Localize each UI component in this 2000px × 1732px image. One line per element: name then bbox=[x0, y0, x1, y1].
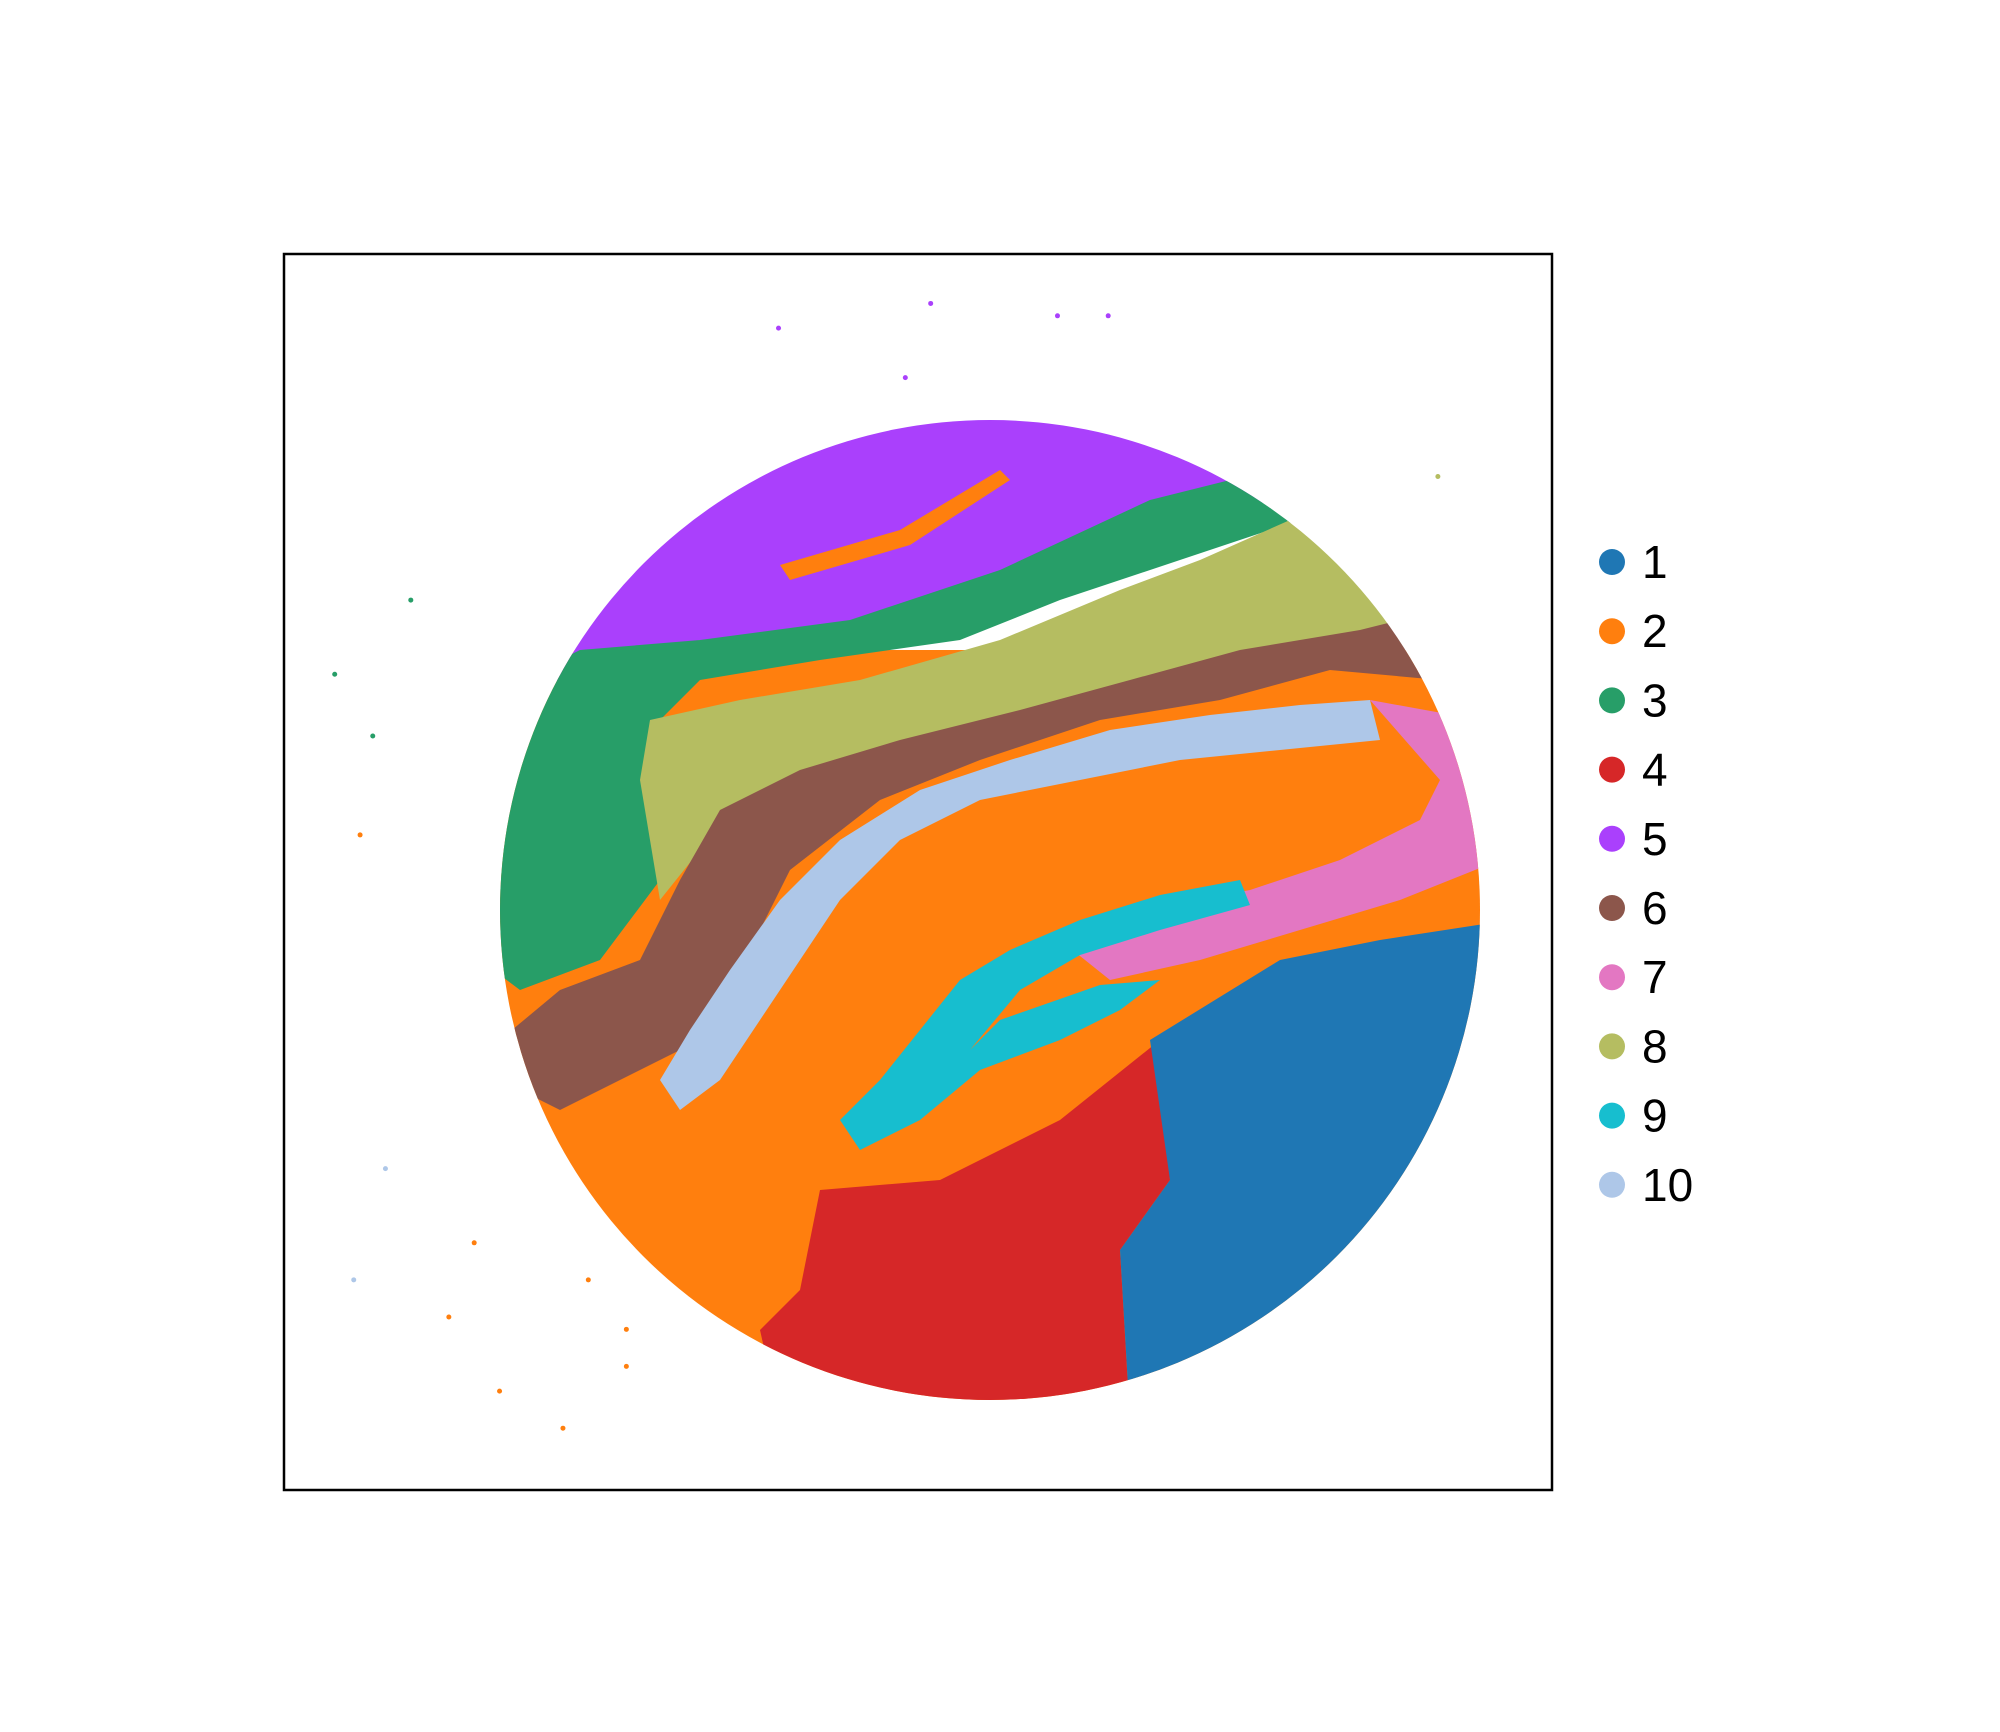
legend-item-5: 5 bbox=[1599, 813, 1668, 865]
legend-label: 3 bbox=[1642, 674, 1668, 726]
cluster-2-streak bbox=[780, 470, 1010, 580]
outlier-point bbox=[497, 1388, 503, 1394]
outlier-point bbox=[1435, 473, 1441, 479]
legend-marker bbox=[1599, 1102, 1625, 1129]
legend-marker bbox=[1599, 549, 1625, 575]
legend-marker bbox=[1599, 895, 1625, 921]
outlier-point bbox=[623, 1363, 629, 1369]
legend-marker bbox=[1599, 964, 1625, 991]
legend-marker bbox=[1599, 618, 1625, 645]
cluster-6-region bbox=[500, 620, 1440, 1110]
outlier-point bbox=[446, 1314, 452, 1320]
outlier-point bbox=[776, 325, 782, 331]
legend-item-9: 9 bbox=[1599, 1090, 1668, 1142]
legend-label: 9 bbox=[1642, 1090, 1668, 1142]
cluster-4-region bbox=[760, 1040, 1170, 1400]
outlier-points bbox=[332, 300, 1441, 1431]
legend-marker bbox=[1599, 1171, 1625, 1198]
legend-item-10: 10 bbox=[1599, 1159, 1693, 1211]
legend-item-8: 8 bbox=[1599, 1020, 1668, 1072]
legend-marker bbox=[1599, 1033, 1625, 1060]
legend-item-7: 7 bbox=[1599, 951, 1668, 1003]
outlier-point bbox=[902, 375, 908, 381]
legend-label: 2 bbox=[1642, 605, 1668, 657]
cluster-3-region bbox=[500, 480, 1300, 990]
legend: 1 2 3 4 5 6 7 8 9 10 bbox=[1599, 536, 1693, 1211]
cluster-10-region bbox=[660, 700, 1380, 1110]
legend-label: 1 bbox=[1642, 536, 1668, 588]
legend-item-2: 2 bbox=[1599, 605, 1668, 657]
outlier-point bbox=[370, 733, 376, 739]
outlier-point bbox=[560, 1425, 566, 1431]
legend-item-1: 1 bbox=[1599, 536, 1668, 588]
outlier-point bbox=[928, 300, 934, 306]
legend-label: 7 bbox=[1642, 951, 1668, 1003]
tissue-section bbox=[500, 420, 1480, 1400]
outlier-point bbox=[585, 1277, 591, 1283]
legend-marker bbox=[1599, 687, 1625, 714]
outlier-point bbox=[357, 832, 363, 838]
legend-label: 5 bbox=[1642, 813, 1668, 865]
legend-marker bbox=[1599, 756, 1625, 783]
legend-item-6: 6 bbox=[1599, 882, 1668, 934]
legend-label: 10 bbox=[1642, 1159, 1693, 1211]
outlier-point bbox=[332, 671, 338, 677]
cluster-9-region bbox=[840, 880, 1250, 1150]
plot-frame bbox=[282, 252, 1554, 1492]
legend-marker bbox=[1599, 825, 1625, 852]
outlier-point bbox=[351, 1277, 357, 1283]
legend-label: 8 bbox=[1642, 1020, 1668, 1072]
outlier-point bbox=[1054, 313, 1060, 319]
legend-label: 6 bbox=[1642, 882, 1668, 934]
legend-item-4: 4 bbox=[1599, 744, 1668, 796]
outlier-point bbox=[1105, 313, 1111, 319]
outlier-point bbox=[408, 597, 414, 603]
outlier-point bbox=[471, 1240, 477, 1246]
legend-label: 4 bbox=[1642, 744, 1668, 796]
outlier-point bbox=[623, 1326, 629, 1332]
outlier-point bbox=[382, 1166, 388, 1172]
legend-item-3: 3 bbox=[1599, 674, 1668, 726]
